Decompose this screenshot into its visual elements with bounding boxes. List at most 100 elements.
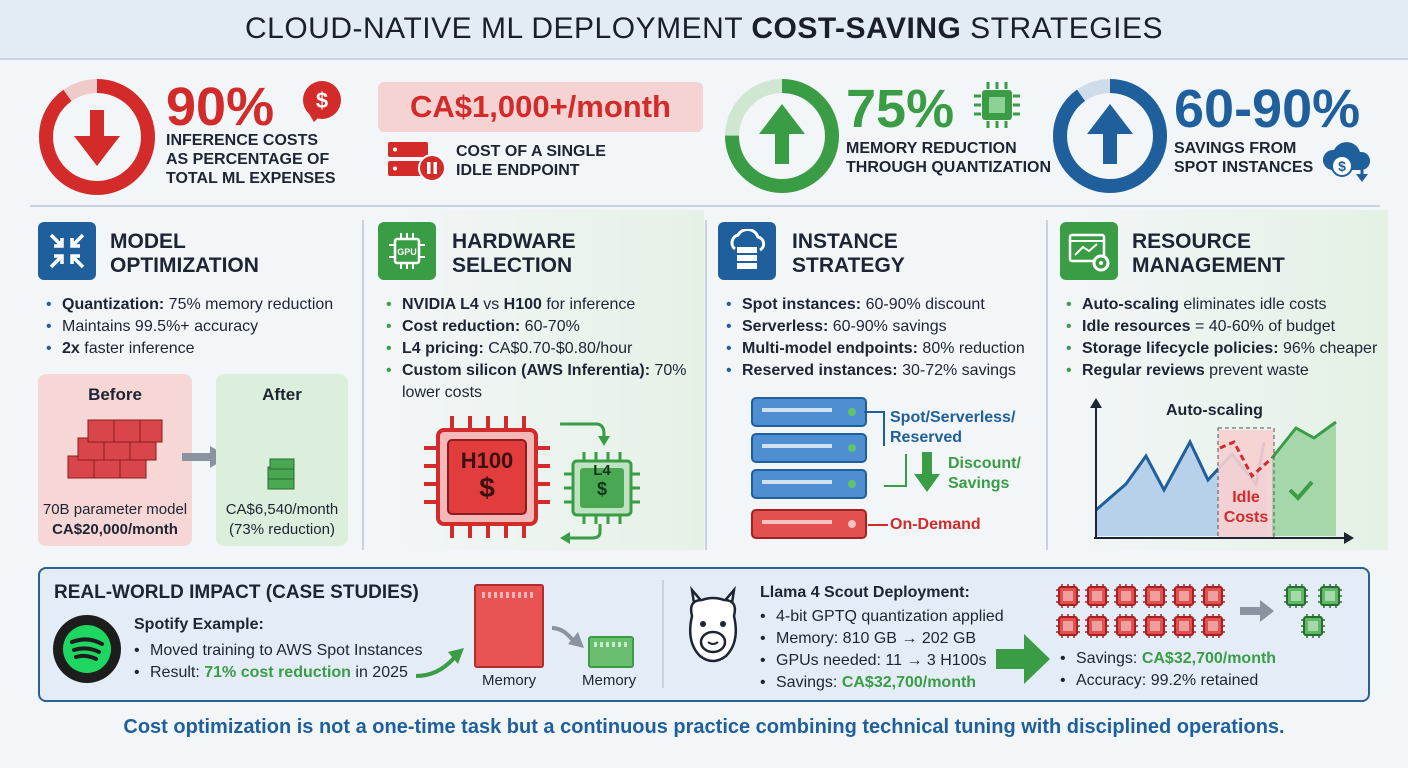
list-item: Multi-model endpoints: 80% reduction <box>726 338 1046 360</box>
bracket-line <box>864 411 885 446</box>
list-item: 2x faster inference <box>46 338 362 360</box>
llama-title: Llama 4 Scout Deployment: <box>760 584 970 601</box>
stat-value-spot: 60-90% <box>1174 79 1361 139</box>
discount-arrow-icon <box>884 452 940 492</box>
list-item: Idle resources = 40-60% of budget <box>1066 316 1386 338</box>
list-item: Cost reduction: 60-70% <box>386 316 702 338</box>
auto-scaling-label: Auto-scaling <box>1166 402 1263 419</box>
label-discount: Discount/Savings <box>948 455 1021 492</box>
list-item: Maintains 99.5%+ accuracy <box>46 316 362 338</box>
curved-arrow-icon <box>560 422 610 446</box>
instance-strategy-bullets: Spot instances: 60-90% discount Serverle… <box>726 294 1046 382</box>
svg-text:GPU: GPU <box>397 247 417 257</box>
list-item: Spot instances: 60-90% discount <box>726 294 1046 316</box>
list-item: NVIDIA L4 vs H100 for inference <box>386 294 702 316</box>
cloud-dollar-icon: $ <box>1322 142 1371 182</box>
svg-text:$: $ <box>1338 158 1346 174</box>
list-item: Reserved instances: 30-72% savings <box>726 360 1046 382</box>
h100-dollar: $ <box>479 472 495 503</box>
list-item: 4-bit GPTQ quantization applied <box>760 606 1060 628</box>
after-card: After CA$6,540/month (73% reduction) <box>216 374 348 546</box>
arrow-right-icon <box>551 626 584 648</box>
stacked-blocks-icon <box>67 419 163 479</box>
h100-chip-icon <box>424 416 550 538</box>
label-on-demand: On-Demand <box>890 516 981 533</box>
idle-server-icon <box>388 142 446 182</box>
stat-label-idle: COST OF A SINGLE IDLE ENDPOINT <box>456 143 606 179</box>
chip-icon <box>1114 584 1138 608</box>
gpu-chip-icon: GPU <box>378 222 436 280</box>
spotify-bullets: Moved training to AWS Spot Instances Res… <box>134 640 464 684</box>
chip-icon <box>1172 584 1196 608</box>
chip-icon <box>1085 584 1109 608</box>
instance-strategy-title: INSTANCE STRATEGY <box>792 230 905 277</box>
spotify-title: Spotify Example: <box>134 616 264 633</box>
chip-icon <box>1056 614 1080 638</box>
arrow-right-icon <box>1240 600 1274 622</box>
chip-icon <box>1201 614 1225 638</box>
memory-large-block <box>474 584 544 668</box>
dollar-badge-icon: $ <box>303 81 341 122</box>
llama-bullets: 4-bit GPTQ quantization applied Memory: … <box>760 606 1060 694</box>
chip-icon <box>1143 614 1167 638</box>
section-divider <box>30 205 1380 207</box>
llama-results: Savings: CA$32,700/month Accuracy: 99.2%… <box>1060 648 1360 692</box>
l4-dollar: $ <box>596 479 607 499</box>
stat-label-spot: SAVINGS FROM SPOT INSTANCES <box>1174 140 1314 176</box>
list-item: Savings: CA$32,700/month <box>1060 648 1360 670</box>
memory-label-before: Memory <box>482 672 537 689</box>
chip-icon <box>974 82 1020 128</box>
down-arrow-icon <box>74 110 120 166</box>
chip-icon <box>1201 584 1225 608</box>
model-optimization-bullets: Quantization: 75% memory reduction Maint… <box>46 294 362 360</box>
l4-label: L4 <box>593 462 611 479</box>
chip-icon <box>1172 614 1196 638</box>
list-item: Quantization: 75% memory reduction <box>46 294 362 316</box>
chip-icon <box>1284 584 1308 608</box>
up-arrow-icon <box>759 104 805 164</box>
chip-icon <box>1114 614 1138 638</box>
resource-management-title: RESOURCE MANAGEMENT <box>1132 230 1285 277</box>
list-item: GPUs needed: 11 → 3 H100s <box>760 650 1060 672</box>
stat-value-box-idle: CA$1,000+/month <box>378 82 703 132</box>
list-item: Memory: 810 GB → 202 GB <box>760 628 1060 650</box>
list-item: Moved training to AWS Spot Instances <box>134 640 464 662</box>
idle-costs-label: Idle Costs <box>1223 489 1269 526</box>
memory-label-after: Memory <box>582 672 637 689</box>
footer-tagline: Cost optimization is not a one-time task… <box>123 716 1285 738</box>
h100-label: H100 <box>460 448 514 473</box>
curved-arrow-icon <box>560 524 602 544</box>
col-divider <box>362 220 364 550</box>
list-item: Auto-scaling eliminates idle costs <box>1066 294 1386 316</box>
list-item: Storage lifecycle policies: 96% cheaper <box>1066 338 1386 360</box>
gpu-chip-grid-green <box>1284 584 1342 638</box>
curved-arrow-icon <box>415 648 464 678</box>
donut-ring-green <box>725 79 839 193</box>
list-item: Custom silicon (AWS Inferentia): 70% low… <box>386 360 702 404</box>
model-optimization-title: MODEL OPTIMIZATION <box>110 230 259 277</box>
col-divider <box>705 220 707 550</box>
llama-icon <box>689 586 737 663</box>
chip-icon <box>1085 614 1109 638</box>
page-title: CLOUD-NATIVE ML DEPLOYMENT COST-SAVING S… <box>245 12 1163 45</box>
list-item: Result: 71% cost reduction in 2025 <box>134 662 464 684</box>
donut-ring-blue <box>1053 79 1167 193</box>
hardware-selection-title: HARDWARE SELECTION <box>452 230 576 277</box>
l4-chip-icon <box>564 452 640 524</box>
title-bar: CLOUD-NATIVE ML DEPLOYMENT COST-SAVING S… <box>0 0 1408 60</box>
resource-management-bullets: Auto-scaling eliminates idle costs Idle … <box>1066 294 1386 382</box>
stat-value-memory: 75% <box>846 79 955 139</box>
cloud-server-icon <box>718 222 776 280</box>
chip-icon <box>1056 584 1080 608</box>
col-divider <box>1046 220 1048 550</box>
list-item: L4 pricing: CA$0.70-$0.80/hour <box>386 338 702 360</box>
label-spot-serverless: Spot/Serverless/Reserved <box>890 409 1016 446</box>
compress-arrows-icon <box>38 222 96 280</box>
hardware-selection-bullets: NVIDIA L4 vs H100 for inference Cost red… <box>386 294 702 404</box>
case-studies-heading: REAL-WORLD IMPACT (CASE STUDIES) <box>54 582 419 603</box>
chip-icon <box>1301 614 1325 638</box>
stat-label-inference: INFERENCE COSTS AS PERCENTAGE OF TOTAL M… <box>166 132 336 187</box>
svg-text:$: $ <box>316 88 328 113</box>
donut-ring-red <box>39 79 155 195</box>
small-block-icon <box>267 458 295 490</box>
